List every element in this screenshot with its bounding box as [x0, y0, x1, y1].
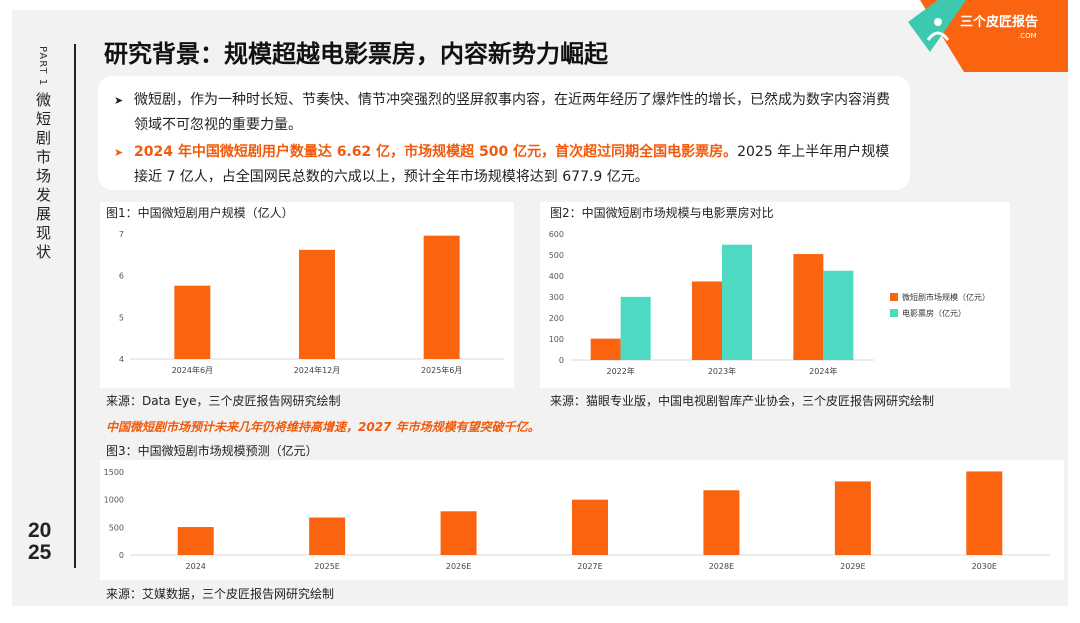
y-tick-label: 7 — [119, 230, 124, 239]
year-top: 20 — [28, 519, 52, 542]
x-tick-label: 2028E — [709, 562, 734, 571]
bar — [966, 471, 1003, 555]
section-vertical-title: 微短剧市场发展现状 — [34, 92, 52, 263]
bar — [572, 499, 608, 555]
bar — [174, 285, 211, 359]
logo-sub: .COM — [1018, 32, 1037, 40]
x-tick-label: 2024年 — [809, 366, 837, 376]
bullet-arrow-icon: ➤ — [114, 146, 124, 159]
x-tick-label: 2022年 — [606, 366, 634, 376]
bar — [692, 281, 722, 360]
bullet-2: ➤ 2024 年中国微短剧用户数量达 6.62 亿，市场规模超 500 亿元，首… — [114, 140, 894, 190]
left-divider — [74, 44, 76, 568]
bullet-2-highlight: 2024 年中国微短剧用户数量达 6.62 亿，市场规模超 500 亿元，首次超… — [134, 144, 738, 160]
x-tick-label: 2025年6月 — [421, 365, 462, 375]
bullet-arrow-icon: ➤ — [114, 94, 124, 107]
x-tick-label: 2026E — [446, 562, 471, 571]
bar — [299, 249, 335, 359]
bar — [620, 296, 651, 360]
year-label: 20 25 — [28, 520, 64, 564]
x-tick-label: 2024年6月 — [172, 365, 213, 375]
bullet-1-text: 微短剧，作为一种时长短、节奏快、情节冲突强烈的竖屏叙事内容，在近两年经历了爆炸性… — [134, 92, 890, 133]
logo-teal-shape — [908, 0, 966, 52]
figure3-chart: 0 500 1000 1500 2024 2025E 2026E 2027E 2028E 2029… — [104, 468, 1050, 571]
bar — [590, 338, 621, 360]
figure3-caption: 图3：中国微短剧市场规模预测（亿元） — [106, 444, 318, 458]
x-tick-label: 2027E — [577, 562, 602, 571]
bullet-2-text: 2024 年中国微短剧用户数量达 6.62 亿，市场规模超 500 亿元，首次超… — [134, 140, 894, 190]
legend-swatch — [890, 309, 898, 317]
y-tick-label: 100 — [549, 335, 564, 344]
y-tick-label: 400 — [549, 272, 564, 281]
logo-figure-icon — [926, 18, 950, 41]
y-tick-label: 500 — [109, 523, 124, 532]
x-tick-label: 2024 — [186, 562, 206, 571]
logo-orange-shape — [920, 0, 1068, 72]
legend-label: 电影票房（亿元） — [902, 308, 966, 318]
brand-logo: 三个皮匠报告 .COM — [908, 0, 1068, 72]
bar — [177, 527, 214, 555]
bar — [823, 270, 854, 360]
y-tick-label: 1500 — [104, 468, 124, 477]
market-forecast-note: 中国微短剧市场预计未来几年仍将维持高增速，2027 年市场规模有望突破千亿。 — [106, 420, 540, 434]
x-tick-label: 2025E — [314, 562, 339, 571]
x-tick-label: 2024年12月 — [294, 365, 341, 375]
y-tick-label: 600 — [549, 230, 564, 239]
bar — [834, 481, 871, 555]
page-title: 研究背景：规模超越电影票房，内容新势力崛起 — [104, 40, 608, 68]
y-tick-label: 200 — [549, 314, 564, 323]
figure3-source: 来源：艾媒数据，三个皮匠报告网研究绘制 — [106, 587, 335, 601]
bar — [423, 235, 460, 359]
bullet-1: ➤ 微短剧，作为一种时长短、节奏快、情节冲突强烈的竖屏叙事内容，在近两年经历了爆… — [114, 88, 894, 138]
bar — [793, 254, 824, 360]
year-bottom: 25 — [28, 541, 52, 564]
logo-text: 三个皮匠报告 — [960, 14, 1038, 30]
bar — [722, 244, 752, 360]
x-tick-label: 2029E — [840, 562, 865, 571]
y-tick-label: 300 — [549, 293, 564, 302]
figure1-source: 来源：Data Eye，三个皮匠报告网研究绘制 — [106, 394, 341, 408]
y-tick-label: 6 — [119, 272, 124, 281]
figure2-caption: 图2：中国微短剧市场规模与电影票房对比 — [550, 206, 774, 220]
y-tick-label: 1000 — [104, 496, 124, 505]
bullet-2-rest: 2025 年上半年用户规模接近 7 亿人，占全国网民总数的六成以上，预计全年市场… — [134, 144, 890, 185]
part-label: PART 1 — [37, 46, 48, 87]
y-tick-label: 5 — [119, 313, 124, 322]
x-tick-label: 2030E — [972, 562, 997, 571]
legend-swatch — [890, 293, 898, 301]
bullet-box: ➤ 微短剧，作为一种时长短、节奏快、情节冲突强烈的竖屏叙事内容，在近两年经历了爆… — [98, 76, 910, 190]
legend-label: 微短剧市场规模（亿元） — [902, 292, 990, 302]
y-tick-label: 500 — [549, 251, 564, 260]
bar — [440, 511, 477, 555]
y-tick-label: 4 — [119, 355, 124, 364]
figure1-caption: 图1：中国微短剧用户规模（亿人） — [106, 206, 294, 220]
bar — [703, 490, 740, 555]
y-tick-label: 0 — [559, 356, 564, 365]
y-tick-label: 0 — [119, 551, 124, 560]
bar — [309, 517, 346, 555]
figure2-chart: 0 100 200 300 400 500 600 2022年 2023年 2024年 微短剧市场规… — [549, 230, 990, 376]
figure2-source: 来源：猫眼专业版，中国电视剧智库产业协会，三个皮匠报告网研究绘制 — [550, 394, 935, 408]
x-tick-label: 2023年 — [708, 366, 736, 376]
figure1-chart: 4 5 6 7 2024年6月 2024年12月 2025年6月 — [119, 230, 504, 375]
